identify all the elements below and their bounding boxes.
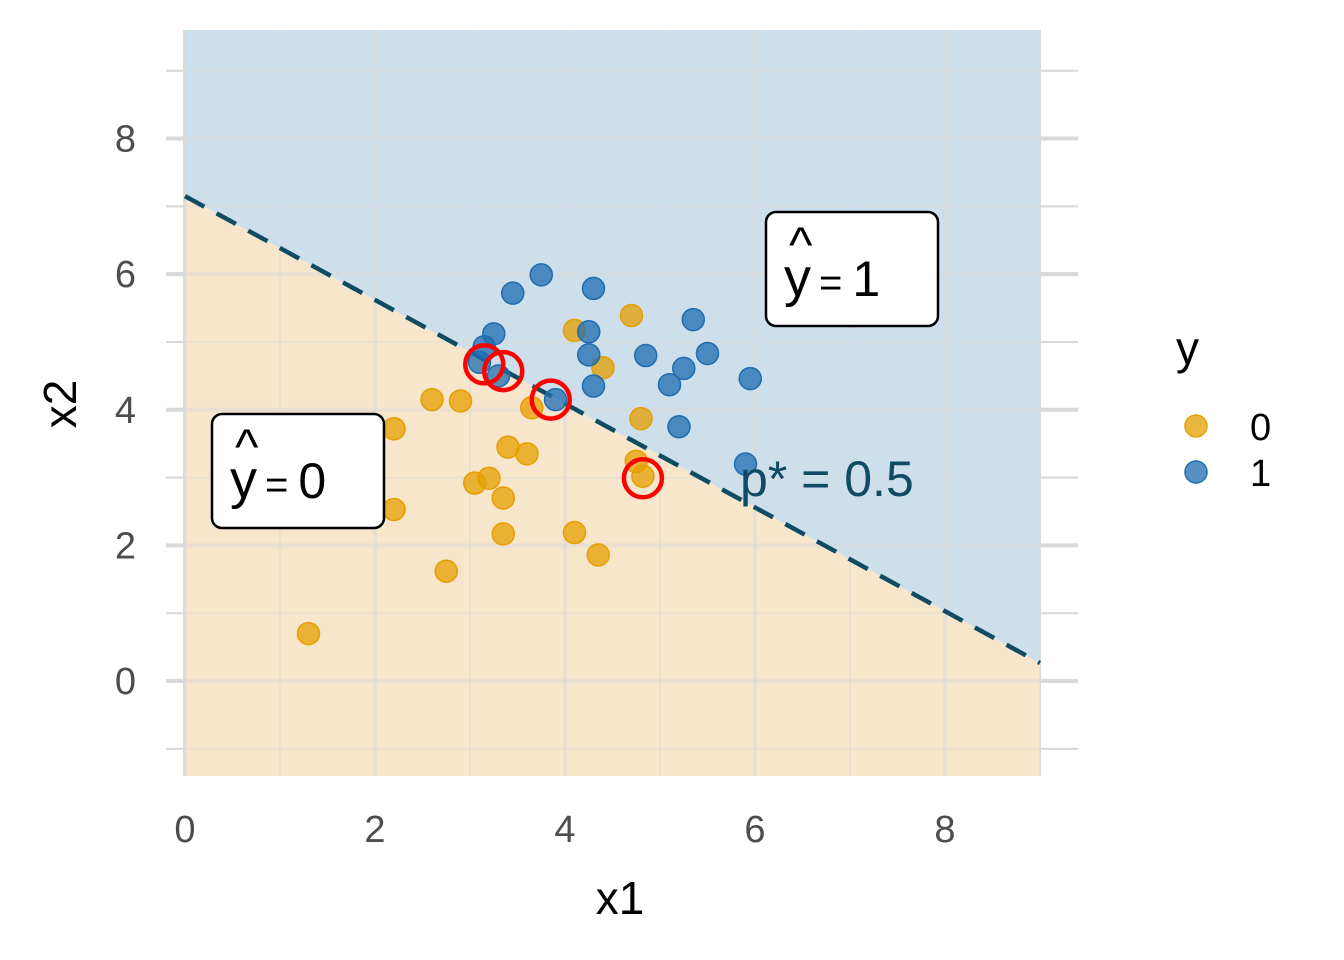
legend-label-1: 1: [1250, 453, 1271, 495]
points-layer: [296, 263, 762, 646]
y-axis-title: x2: [34, 380, 86, 429]
point-class-0: [382, 497, 406, 522]
decision-boundary-line: [183, 194, 1042, 666]
y-tick-label: 4: [115, 390, 136, 432]
point-class-1: [577, 320, 601, 344]
region-yhat-1: [185, 30, 1040, 664]
annotation-box: [764, 210, 940, 328]
point-class-1: [695, 341, 720, 366]
point-class-1: [681, 307, 705, 332]
point-class-0: [629, 406, 653, 431]
point-class-1: [581, 374, 606, 398]
point-class-1: [667, 414, 691, 439]
point-class-0: [448, 389, 473, 413]
point-class-0: [477, 466, 501, 491]
annotation-yhat-1: y = 1^: [764, 210, 940, 328]
region-layer: [185, 30, 1040, 776]
highlight-layer: [463, 343, 665, 500]
highlight-ring: [482, 349, 525, 393]
x-tick-label: 4: [554, 809, 575, 851]
highlight-ring: [621, 457, 665, 500]
legend-key-0: [1184, 414, 1208, 438]
annotation-layer: y = 0^y = 1^p* = 0.5: [210, 210, 940, 530]
point-class-1: [672, 356, 696, 381]
axis-layer: 0 2 4 6 8 0 2 4 6 8: [115, 119, 956, 851]
decision-boundary-label: p* = 0.5: [740, 451, 914, 507]
y-tick-label: 8: [115, 119, 136, 161]
point-class-0: [515, 442, 539, 466]
region-yhat-0: [185, 196, 1040, 776]
y-tick-label: 0: [115, 661, 136, 703]
point-class-0: [562, 520, 587, 545]
point-class-0: [631, 464, 655, 488]
point-class-0: [296, 621, 321, 646]
point-class-1: [482, 322, 506, 346]
panel-grid-overlay: [166, 30, 1078, 776]
point-class-0: [434, 559, 458, 583]
point-class-0: [586, 543, 610, 567]
y-tick-label: 6: [115, 254, 136, 296]
x-tick-label: 8: [934, 809, 955, 851]
annotation-box: [210, 412, 386, 530]
point-class-0: [491, 522, 515, 546]
x-axis-title: x1: [596, 872, 645, 924]
point-class-1: [733, 452, 758, 476]
point-class-1: [543, 387, 568, 412]
legend-key-1: [1184, 460, 1208, 484]
highlight-ring: [463, 343, 506, 386]
annotation-yhat-0: y = 0^: [210, 412, 386, 530]
boundary-layer: [183, 194, 1042, 666]
annotation-hat-glyph: ^: [235, 419, 259, 475]
point-class-0: [619, 303, 644, 328]
annotation-hat-glyph: ^: [789, 217, 813, 273]
point-class-1: [738, 366, 762, 391]
point-class-0: [491, 486, 515, 510]
x-tick-label: 2: [364, 809, 385, 851]
point-class-0: [420, 387, 444, 412]
highlight-ring: [529, 378, 572, 421]
point-class-1: [634, 343, 658, 368]
annotation-yhat-text: y = 1: [784, 248, 880, 308]
point-class-1: [529, 263, 553, 287]
legend-title: y: [1176, 322, 1199, 374]
x-tick-label: 6: [744, 809, 765, 851]
point-class-1: [581, 276, 606, 301]
y-tick-label: 2: [115, 525, 136, 567]
point-class-0: [382, 417, 406, 441]
legend-label-0: 0: [1250, 407, 1271, 449]
annotation-yhat-text: y = 0: [230, 450, 326, 510]
point-class-1: [577, 343, 601, 367]
x-tick-label: 0: [174, 809, 195, 851]
point-class-1: [501, 281, 525, 305]
point-class-1: [657, 372, 682, 397]
legend: y 01: [1176, 322, 1271, 495]
